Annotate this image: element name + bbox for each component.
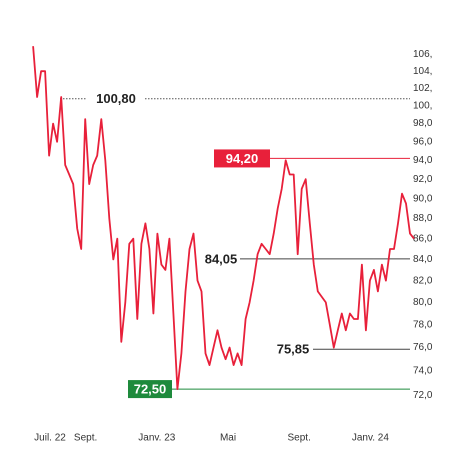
y-tick-label: 94,0	[413, 155, 433, 166]
y-tick-label: 102,	[413, 83, 432, 94]
y-tick-label: 86,0	[413, 233, 433, 244]
y-tick-label: 96,0	[413, 136, 433, 147]
y-tick-label: 98,0	[413, 118, 433, 129]
y-tick-label: 100,	[413, 100, 432, 111]
annotation-label: 94,20	[226, 151, 259, 166]
y-tick-label: 74,0	[413, 366, 433, 377]
x-tick-label: Sept.	[74, 433, 97, 444]
label-box	[128, 380, 172, 399]
annotation-label: 72,50	[134, 382, 167, 397]
y-tick-label: 84,0	[413, 254, 433, 265]
y-tick-label: 82,0	[413, 275, 433, 286]
annotation-label: 84,05	[205, 251, 238, 266]
y-tick-label: 88,0	[413, 213, 433, 224]
price-line	[32, 46, 415, 390]
y-tick-label: 80,0	[413, 297, 433, 308]
label-box	[214, 149, 270, 168]
annotation-label: 100,80	[96, 91, 136, 106]
y-tick-label: 72,0	[413, 390, 433, 401]
x-tick-label: Juil. 22	[34, 433, 66, 444]
x-tick-label: Janv. 23	[138, 433, 175, 444]
y-tick-label: 78,0	[413, 319, 433, 330]
x-tick-label: Janv. 24	[352, 433, 389, 444]
y-tick-label: 90,0	[413, 193, 433, 204]
x-tick-label: Mai	[220, 433, 236, 444]
y-tick-label: 92,0	[413, 174, 433, 185]
x-tick-label: Sept.	[288, 433, 311, 444]
y-tick-label: 106,	[413, 49, 432, 60]
y-tick-label: 104,	[413, 66, 432, 77]
y-tick-label: 76,0	[413, 342, 433, 353]
annotation-label: 75,85	[277, 342, 310, 357]
